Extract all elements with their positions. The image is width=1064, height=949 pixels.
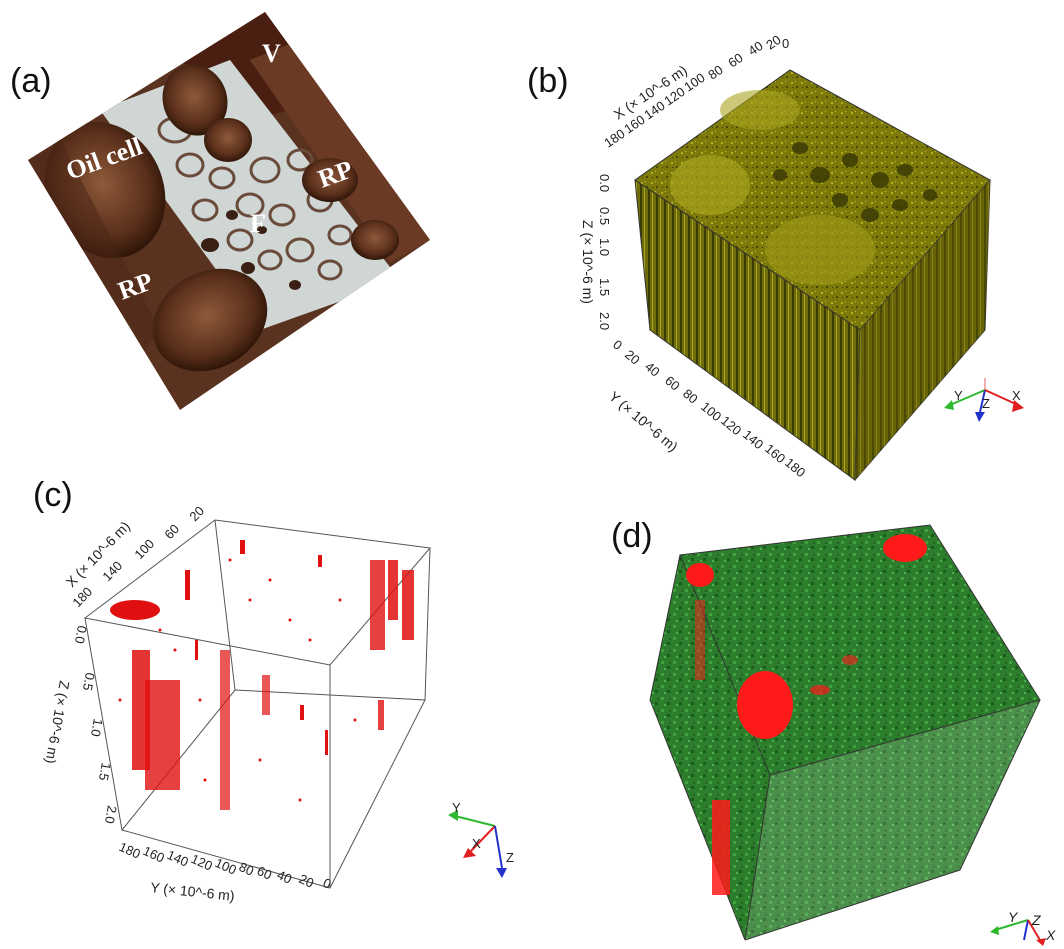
tick-b-x: 40 <box>745 38 765 59</box>
tick-c-y: 140 <box>165 847 191 870</box>
cube-c-wireframe <box>83 519 431 889</box>
tick-b-y: 80 <box>680 386 701 407</box>
tick-c-z: 1.0 <box>88 717 106 737</box>
panel-label-b: (b) <box>527 62 569 100</box>
tick-b-y: 120 <box>718 413 744 438</box>
tick-b-y: 0 <box>610 337 625 353</box>
axis-b-y-label: Y (× 10^-6 m) <box>606 388 681 455</box>
triad-d-y: Y <box>1008 909 1019 925</box>
triad-d-x: X <box>1045 927 1056 943</box>
axis-c-z-ticks: 0.0 0.5 1.0 1.5 2.0 <box>72 624 120 824</box>
tick-c-y: 180 <box>117 839 143 862</box>
tick-b-y: 60 <box>662 373 683 394</box>
axis-triad-b: Y Z X <box>944 378 1024 422</box>
tick-b-x: 60 <box>725 50 745 71</box>
tick-c-y: 60 <box>255 863 274 883</box>
tick-b-z: 1.5 <box>597 278 612 296</box>
red-point-clusters <box>110 540 414 810</box>
scattered-red-dots <box>118 558 357 802</box>
red-volume-clusters <box>686 534 927 895</box>
panel-label-c: (c) <box>33 476 73 514</box>
panel-label-d: (d) <box>611 517 653 555</box>
axis-b-z-ticks: 0.0 0.5 1.0 1.5 2.0 <box>597 174 612 330</box>
axis-c-x-label: X (× 10^-6 m) <box>63 518 133 590</box>
triad-b-z: Z <box>982 396 990 411</box>
tick-b-x: 80 <box>705 62 725 83</box>
micrograph-panel-a: V Oil cell RP F RP <box>28 12 430 410</box>
triad-c-z: Z <box>506 850 514 865</box>
tick-c-z: 2.0 <box>102 804 120 824</box>
cube-d-front-face <box>745 700 1040 940</box>
tick-c-x: 140 <box>99 558 125 584</box>
tick-c-y: 100 <box>213 855 239 878</box>
cube-d-left-face <box>650 555 770 940</box>
triad-d-z: Z <box>1031 912 1041 928</box>
label-vessel: V <box>262 39 281 68</box>
triad-c-y: Y <box>452 800 461 815</box>
tick-c-z: 0.0 <box>72 624 90 644</box>
axis-c-z-label: Z (× 10^-6 m) <box>42 679 72 764</box>
tick-b-x: 0 <box>782 36 789 51</box>
tick-c-y: 40 <box>275 867 294 887</box>
axis-c-y-ticks: 180 160 140 120 100 80 60 40 20 0 <box>117 839 334 892</box>
tick-c-y: 160 <box>141 843 167 866</box>
tick-c-z: 0.5 <box>80 671 98 691</box>
tick-c-y: 20 <box>297 871 316 891</box>
tick-b-y: 40 <box>642 359 663 380</box>
tick-c-z: 1.5 <box>96 761 114 781</box>
tick-b-x: 180 <box>601 126 627 151</box>
tick-b-y: 140 <box>740 427 766 452</box>
tick-c-y: 80 <box>237 859 256 879</box>
axis-b-z-label: Z (× 10^-6 m) <box>580 220 596 304</box>
tick-b-z: 0.0 <box>597 174 612 192</box>
triad-c-x: X <box>472 836 481 851</box>
tick-c-x: 20 <box>186 503 207 524</box>
axis-triad-d: Y Z X <box>990 909 1056 946</box>
tick-b-z: 1.0 <box>597 238 612 256</box>
tick-b-z: 0.5 <box>597 207 612 225</box>
tick-b-x: 20 <box>763 32 783 53</box>
triad-b-y: Y <box>954 388 963 403</box>
label-fiber: F <box>250 209 266 238</box>
triad-b-x: X <box>1012 388 1021 403</box>
tick-b-y: 20 <box>622 347 643 368</box>
axis-c-y-label: Y (× 10^-6 m) <box>150 879 236 904</box>
tick-c-y: 0 <box>321 875 334 892</box>
tick-c-x: 100 <box>131 536 157 562</box>
tick-b-z: 2.0 <box>597 312 612 330</box>
axis-triad-c: Y X Z <box>448 800 514 878</box>
tick-b-y: 180 <box>782 455 808 480</box>
volume-panel-c: X (× 10^-6 m) 180 140 100 60 20 Z (× 10^… <box>42 503 514 904</box>
tick-c-x: 60 <box>161 521 182 542</box>
volume-panel-d: Y Z X <box>649 524 1056 946</box>
volume-panel-b: X (× 10^-6 m) 180 160 140 120 100 80 60 … <box>580 32 1024 482</box>
panel-label-a: (a) <box>10 62 52 100</box>
